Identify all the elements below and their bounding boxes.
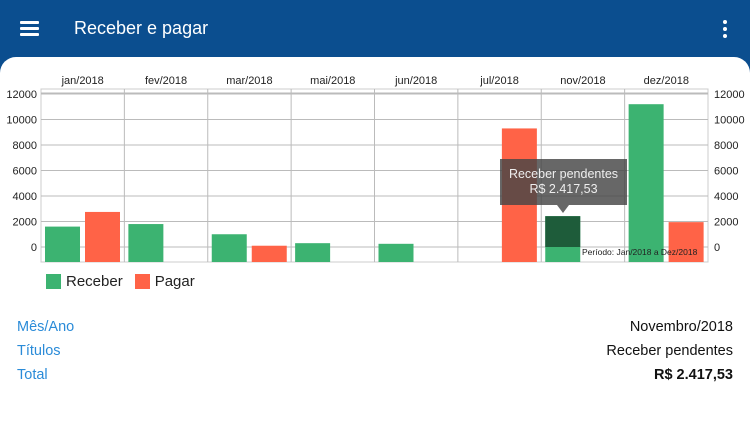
chart-tooltip: Receber pendentes R$ 2.417,53 [500, 159, 627, 213]
detail-label: Títulos [17, 343, 61, 359]
bar-pagar[interactable] [85, 211, 120, 262]
chart-legend: Receber Pagar [46, 273, 207, 290]
detail-row-total: Total R$ 2.417,53 [17, 367, 733, 389]
legend-label: Pagar [154, 273, 195, 290]
y-tick-label-right: 10000 [714, 115, 745, 127]
y-tick-label-left: 10000 [6, 115, 37, 127]
tooltip-title: Receber pendentes [508, 167, 619, 181]
tooltip-value: R$ 2.417,53 [529, 182, 598, 196]
x-tick-label: mai/2018 [310, 75, 355, 87]
bar-receber[interactable] [211, 234, 247, 262]
bar-receber[interactable] [45, 226, 80, 262]
x-tick-label: jul/2018 [479, 75, 519, 87]
bar-receber[interactable] [378, 243, 414, 262]
more-vertical-icon[interactable] [718, 18, 732, 40]
y-tick-label-right: 8000 [714, 140, 738, 152]
y-tick-label-right: 0 [714, 242, 720, 254]
bar-pagar[interactable] [251, 245, 287, 262]
x-tick-label: nov/2018 [560, 75, 605, 87]
x-tick-label: jun/2018 [394, 75, 437, 87]
detail-label: Total [17, 367, 48, 383]
x-tick-label: jan/2018 [61, 75, 104, 87]
legend-swatch [134, 274, 150, 289]
x-tick-label: fev/2018 [145, 75, 187, 87]
bar-receber[interactable] [295, 243, 331, 262]
hamburger-menu-icon[interactable] [20, 20, 40, 36]
y-tick-label-left: 4000 [13, 191, 37, 203]
detail-value: R$ 2.417,53 [653, 367, 733, 383]
y-tick-label-right: 6000 [714, 166, 738, 178]
page-title: Receber e pagar [74, 18, 209, 38]
legend-item-pagar[interactable]: Pagar [134, 273, 195, 290]
detail-label: Mês/Ano [17, 319, 75, 335]
bar-highlight [545, 216, 581, 247]
y-tick-label-left: 8000 [13, 140, 37, 152]
detail-value: Novembro/2018 [629, 319, 733, 335]
y-tick-label-right: 4000 [714, 191, 738, 203]
legend-swatch [46, 274, 61, 289]
bar-chart[interactable]: 0 0 2000 2000 4000 4000 6000 6000 8000 8000 10000 1… [0, 0, 750, 270]
detail-row-titulos: Títulos Receber pendentes [17, 343, 733, 365]
detail-row-mes-ano: Mês/Ano Novembro/2018 [17, 319, 733, 341]
bar-receber[interactable] [628, 104, 664, 262]
y-tick-label-left: 2000 [13, 217, 37, 229]
legend-label: Receber [66, 273, 123, 290]
x-tick-label: mar/2018 [226, 75, 272, 87]
y-tick-label-left: 0 [31, 242, 37, 254]
app-bar: Receber e pagar [0, 0, 750, 60]
period-annotation: Período: Jan/2018 a Dez/2018 [582, 247, 698, 257]
bar-receber[interactable] [128, 224, 164, 262]
y-tick-label-left: 12000 [6, 89, 37, 101]
y-tick-label-left: 6000 [13, 166, 37, 178]
x-tick-label: dez/2018 [644, 75, 689, 87]
legend-item-receber[interactable]: Receber [46, 273, 123, 290]
y-tick-label-right: 2000 [714, 217, 738, 229]
bar-pagar[interactable] [668, 222, 704, 262]
detail-value: Receber pendentes [606, 343, 733, 359]
y-tick-label-right: 12000 [714, 89, 745, 101]
